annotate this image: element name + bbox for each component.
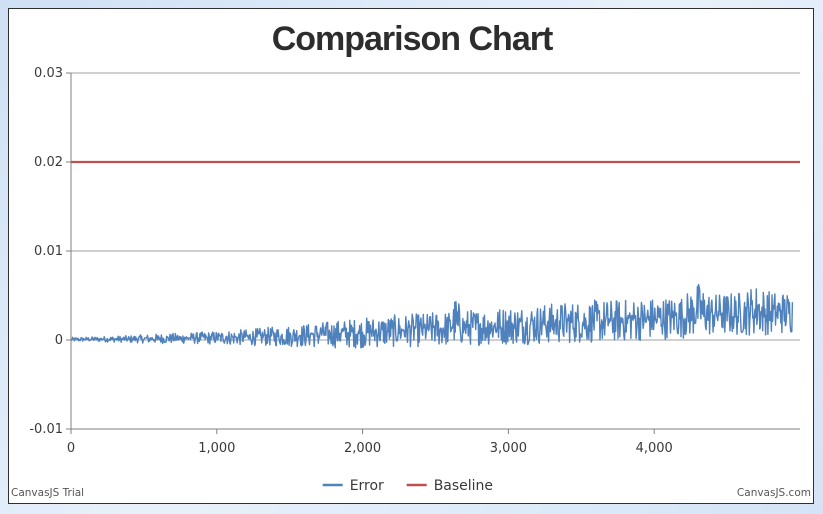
y-axis: -0.01 0 0.01 0.02 0.03 xyxy=(29,66,72,437)
x-tick-label-3: 3,000 xyxy=(490,441,527,456)
y-tick-label-2: 0.01 xyxy=(34,244,63,259)
grid-lines xyxy=(71,72,800,430)
comparison-chart: Comparison Chart -0.01 0 0.01 0.02 0.03 0 1,0… xyxy=(11,20,811,499)
canvasjs-credit-link[interactable]: CanvasJS.com xyxy=(737,487,811,499)
x-tick-label-2: 2,000 xyxy=(344,441,381,456)
x-tick-label-0: 0 xyxy=(67,441,75,456)
canvasjs-trial-credit: CanvasJS Trial xyxy=(11,487,84,499)
y-tick-label-3: 0.02 xyxy=(34,155,63,170)
series-layer xyxy=(70,160,800,349)
x-tick-label-4: 4,000 xyxy=(636,441,673,456)
legend-label-error: Error xyxy=(350,478,384,494)
y-tick-label-1: 0 xyxy=(55,333,63,348)
legend: Error Baseline xyxy=(322,478,493,494)
legend-item-error[interactable]: Error xyxy=(322,478,384,494)
chart-panel: Comparison Chart -0.01 0 0.01 0.02 0.03 0 1,0… xyxy=(8,8,814,504)
chart-title: Comparison Chart xyxy=(272,20,553,58)
x-axis: 0 1,000 2,000 3,000 4,000 xyxy=(67,428,800,456)
x-tick-label-1: 1,000 xyxy=(198,441,235,456)
series-line-error xyxy=(70,283,794,349)
y-tick-label-4: 0.03 xyxy=(34,66,63,81)
legend-item-baseline[interactable]: Baseline xyxy=(406,478,493,494)
legend-label-baseline: Baseline xyxy=(434,478,493,494)
y-tick-label-0: -0.01 xyxy=(29,422,63,437)
